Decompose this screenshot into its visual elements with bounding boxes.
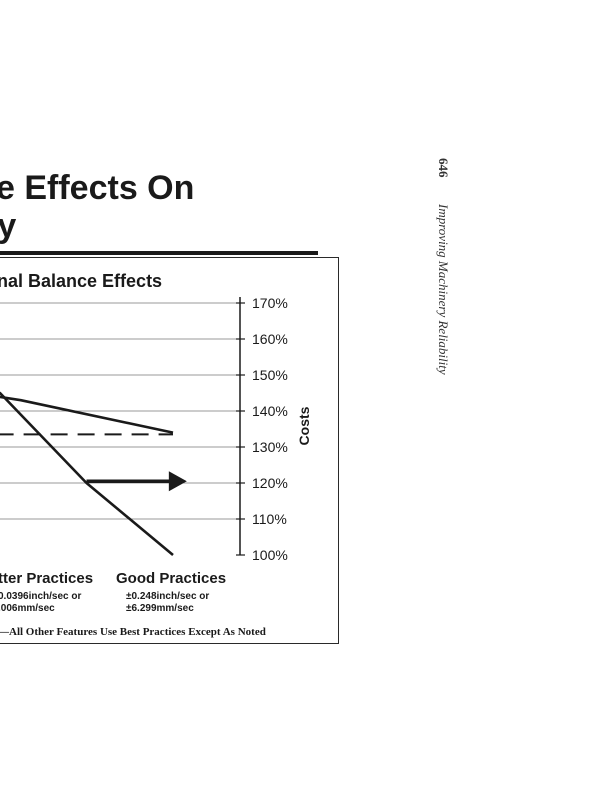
book-title: Improving Machinery Reliability xyxy=(436,204,451,375)
chart-frame xyxy=(0,257,339,644)
arrow xyxy=(86,471,187,492)
tick-label-140: 140% xyxy=(252,403,288,419)
category-label-good-practices: Good Practices xyxy=(116,570,226,587)
gridlines xyxy=(0,302,240,520)
tick-label-120: 120% xyxy=(252,475,288,491)
running-head: 646 Improving Machinery Reliability xyxy=(432,158,452,398)
page-title-line-1: e Effects On xyxy=(0,169,195,207)
tick-label-110: 110% xyxy=(252,511,287,527)
arrow-head xyxy=(168,471,187,492)
chart-footnote: —All Other Features Use Best Practices E… xyxy=(0,626,266,638)
tick-label-100: 100% xyxy=(252,547,288,563)
series-line-2 xyxy=(0,391,174,556)
good-practices-sub-1: ±0.248inch/sec or xyxy=(126,591,209,602)
page-title-line-2: ty xyxy=(0,207,17,245)
right-axis-ticks: 100% 110% 120% 130% 140% 150% 160% 170% xyxy=(236,295,288,563)
better-practices-sub-1: 0.0396inch/sec or xyxy=(0,591,81,602)
series-line-1 xyxy=(0,395,174,434)
title-rule xyxy=(0,251,318,255)
category-label-better-practices: tter Practices xyxy=(0,570,93,587)
tick-label-130: 130% xyxy=(252,439,288,455)
chart-title: nal Balance Effects xyxy=(0,271,162,291)
tick-label-160: 160% xyxy=(252,331,288,347)
better-practices-sub-2: .006mm/sec xyxy=(0,603,55,614)
costs-axis-label: Costs xyxy=(296,406,312,445)
series-lines xyxy=(0,391,174,556)
good-practices-sub-2: ±6.299mm/sec xyxy=(126,603,194,614)
page-number: 646 xyxy=(436,158,451,178)
tick-label-170: 170% xyxy=(252,295,288,311)
tick-label-150: 150% xyxy=(252,367,288,383)
